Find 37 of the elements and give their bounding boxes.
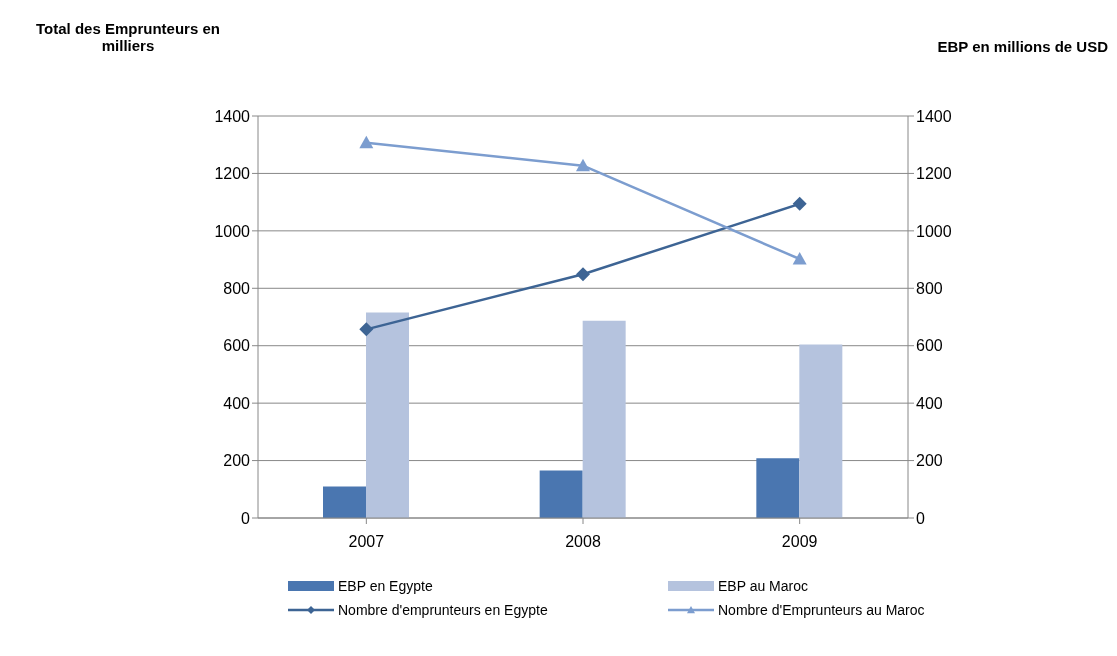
point	[359, 322, 374, 337]
y-tick-label: 400	[223, 394, 251, 412]
bar	[539, 470, 583, 518]
y-axis-title: Total des Emprunteurs en milliers	[35, 20, 221, 54]
y2-tick-label: 800	[916, 279, 943, 297]
y2-tick-label: 400	[916, 394, 943, 412]
y2-tick-label: 1000	[916, 222, 952, 240]
y2-tick-label: 0	[916, 509, 925, 527]
x-tick-label: 2008	[565, 533, 601, 551]
bar	[366, 312, 409, 518]
point	[359, 135, 374, 149]
y-tick-label: 600	[223, 337, 251, 355]
y-tick-label: 1200	[214, 165, 251, 183]
y2-tick-label: 1400	[916, 107, 952, 125]
y2-axis-title: EBP en millions de USD	[937, 38, 1108, 55]
y2-tick-label: 200	[916, 452, 943, 470]
x-tick-label: 2007	[348, 533, 385, 551]
x-tick-label: 2009	[781, 533, 818, 551]
bar	[799, 344, 843, 518]
legend-label: EBP en Egypte	[338, 578, 433, 594]
y-tick-label: 1400	[214, 107, 251, 125]
bar	[323, 486, 366, 518]
y2-tick-label: 1200	[916, 165, 952, 183]
y-tick-label: 1000	[214, 222, 251, 240]
y-tick-label: 0	[241, 509, 251, 527]
bar	[582, 320, 626, 518]
legend-label: EBP au Maroc	[718, 578, 809, 594]
bar	[756, 458, 800, 518]
point	[576, 267, 590, 282]
y-tick-label: 200	[223, 452, 251, 470]
point	[792, 196, 807, 211]
legend-label: Nombre d'Emprunteurs au Maroc	[718, 602, 925, 618]
point	[576, 158, 590, 172]
y-tick-label: 800	[223, 279, 251, 297]
legend-label: Nombre d'emprunteurs en Egypte	[338, 602, 548, 618]
point	[792, 252, 807, 265]
y2-tick-label: 600	[916, 337, 943, 355]
